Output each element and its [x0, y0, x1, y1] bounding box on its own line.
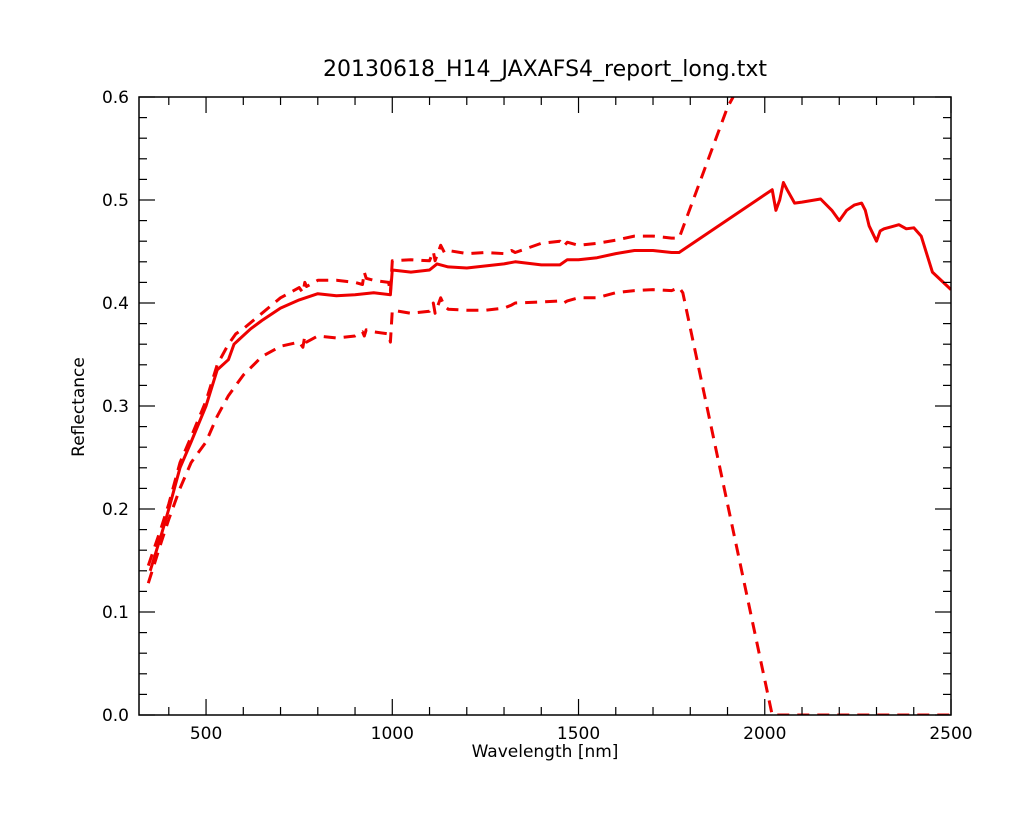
y-tick-label: 0.0: [102, 706, 129, 726]
y-tick-label: 0.2: [102, 500, 129, 520]
y-tick-label: 0.6: [102, 88, 129, 108]
axes: 500 1000 1500 2000 2500 0.0 0.1 0.2 0.3 0.4 0.5 0.6: [102, 88, 973, 744]
plot-frame: [138, 96, 952, 716]
x-tick-label: 2000: [743, 724, 786, 744]
series-line-2: [146, 97, 735, 567]
x-axis-label: Wavelength [nm]: [472, 742, 619, 762]
y-tick-label: 0.3: [102, 397, 129, 417]
series-line-1: [148, 181, 951, 572]
x-tick-label: 1500: [557, 724, 600, 744]
series-layer: [146, 97, 951, 715]
y-axis-label: Reflectance: [69, 357, 89, 457]
x-tick-label: 1000: [371, 724, 414, 744]
y-tick-label: 0.1: [102, 603, 129, 623]
series-line-3: [146, 286, 951, 715]
y-tick-label: 0.4: [102, 294, 129, 314]
chart-title: 20130618_H14_JAXAFS4_report_long.txt: [323, 57, 767, 82]
x-tick-label: 500: [190, 724, 222, 744]
x-tick-label: 2500: [929, 724, 972, 744]
y-tick-label: 0.5: [102, 191, 129, 211]
